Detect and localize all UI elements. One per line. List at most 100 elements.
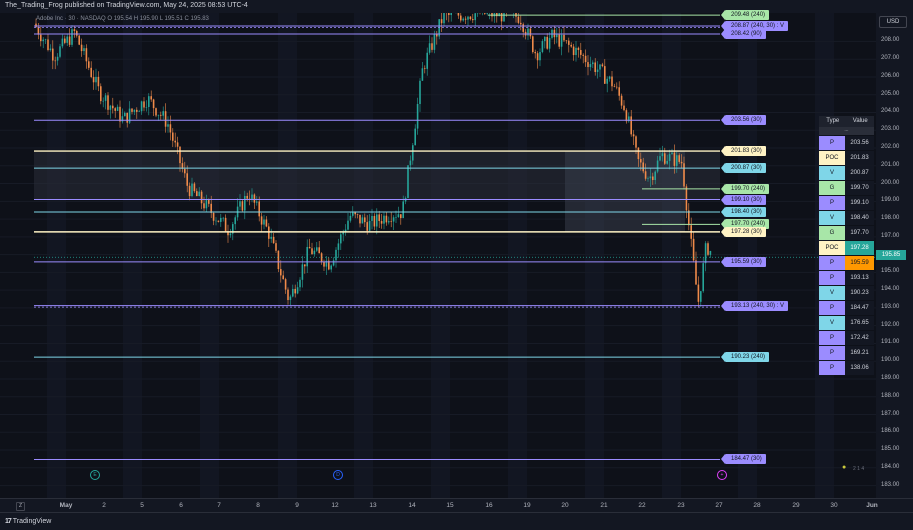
candle-body xyxy=(239,201,241,207)
level-table-row: P 169.21 xyxy=(819,346,874,360)
price-tick-label: 188.00 xyxy=(881,392,900,399)
level-tag[interactable]: 198.40 (30) xyxy=(721,206,766,217)
candle-body xyxy=(186,173,188,186)
candle-body xyxy=(678,155,680,162)
price-chart[interactable] xyxy=(0,13,876,498)
price-tick-label: 198.00 xyxy=(881,215,900,222)
price-tick-label: 193.00 xyxy=(881,303,900,310)
level-tag[interactable]: 197.70 (240) xyxy=(720,219,770,230)
candle-body xyxy=(707,243,709,255)
candle-body xyxy=(253,194,256,203)
candle-body xyxy=(340,234,342,244)
chart-pane[interactable]: 209.48 (240) 208.87 (240, 30) : V 208.42 (… xyxy=(0,10,876,498)
level-tag[interactable]: 200.87 (30) xyxy=(721,163,766,174)
candle-body xyxy=(155,108,157,116)
candle-body xyxy=(548,37,551,49)
candle-body xyxy=(222,217,224,219)
candle-body xyxy=(138,111,140,112)
level-tag[interactable]: 203.56 (30) xyxy=(721,115,766,126)
candle-body xyxy=(683,163,685,187)
candle-body xyxy=(464,18,467,20)
zoom-button[interactable]: Z xyxy=(16,502,25,511)
candle-body xyxy=(272,236,275,244)
candle-body xyxy=(308,246,311,249)
time-tick-label: 2 xyxy=(102,502,106,509)
candle-body xyxy=(42,39,44,42)
level-tag[interactable]: 199.10 (30) xyxy=(721,194,766,205)
candle-body xyxy=(172,132,174,141)
time-tick-label: 27 xyxy=(715,502,723,509)
level-tag[interactable]: 208.42 (90) xyxy=(721,28,766,39)
candle-body xyxy=(568,40,570,45)
level-tag[interactable]: 209.48 (240) xyxy=(720,10,770,21)
time-tick-label: 28 xyxy=(753,502,761,509)
dividend-icon[interactable]: D xyxy=(333,470,343,480)
candle-body xyxy=(354,212,356,215)
level-table-row: P 195.59 xyxy=(819,256,874,270)
candle-body xyxy=(196,191,198,197)
candle-body xyxy=(284,279,287,290)
candle-body xyxy=(356,214,359,215)
candle-body xyxy=(83,48,85,52)
session-band xyxy=(662,13,681,498)
candle-body xyxy=(368,220,371,231)
candle-body xyxy=(388,221,390,223)
candle-body xyxy=(244,195,246,211)
time-tick-label: 22 xyxy=(638,502,646,509)
level-table-row: P 138.06 xyxy=(819,361,874,375)
level-table-header: Type Value xyxy=(819,116,874,127)
currency-badge[interactable]: USD xyxy=(879,16,907,28)
candle-body xyxy=(191,183,193,197)
level-table-row: POC 197.28 xyxy=(819,241,874,255)
candle-body xyxy=(661,153,664,157)
session-band xyxy=(123,13,142,498)
candle-body xyxy=(580,50,582,55)
level-table-row: POC 201.83 xyxy=(819,151,874,165)
level-tag[interactable]: 193.13 (240, 30) : V xyxy=(720,300,789,311)
level-table-subheader: ... xyxy=(819,127,874,135)
level-tag[interactable]: 184.47 (30) xyxy=(721,454,766,465)
candle-body xyxy=(49,48,52,51)
candle-body xyxy=(632,134,635,137)
candle-body xyxy=(486,13,488,14)
level-tag[interactable]: 199.70 (240) xyxy=(720,183,770,194)
news-icon[interactable]: + xyxy=(717,470,727,480)
last-price-label: 195.85 xyxy=(876,250,906,260)
level-tag[interactable]: 201.83 (30) xyxy=(721,146,766,157)
candle-body xyxy=(599,64,601,70)
candle-body xyxy=(320,253,323,262)
candle-body xyxy=(440,19,443,24)
candle-body xyxy=(71,29,73,45)
level-tag[interactable]: 208.87 (240, 30) : V xyxy=(720,20,789,31)
candle-body xyxy=(560,34,563,47)
candle-body xyxy=(143,101,145,108)
candle-body xyxy=(421,68,424,81)
candle-body xyxy=(601,64,604,67)
candle-body xyxy=(654,171,656,181)
price-tick-label: 203.00 xyxy=(881,126,900,133)
candle-body xyxy=(522,24,524,32)
candle-body xyxy=(246,195,248,199)
candle-body xyxy=(544,36,546,42)
level-value-cell: 176.65 xyxy=(845,316,874,330)
price-tick-label: 197.00 xyxy=(881,232,900,239)
candle-body xyxy=(570,44,572,47)
candle-body xyxy=(47,39,49,51)
candle-body xyxy=(498,13,500,17)
level-tag[interactable]: 195.59 (30) xyxy=(721,256,766,267)
earnings-icon[interactable]: E xyxy=(90,470,100,480)
candle-body xyxy=(133,109,136,112)
time-axis[interactable]: May 2 5 6 7 8 9 12 13 14 15 16 19 20 21 22 23 27 28 29 30 Jun xyxy=(0,498,913,512)
footer-bar: 17 TradingView xyxy=(0,512,913,530)
level-table-row: P 203.56 xyxy=(819,136,874,150)
level-table-row: V 198.40 xyxy=(819,211,874,225)
candle-body xyxy=(256,201,258,203)
candle-body xyxy=(337,243,340,250)
candle-body xyxy=(114,108,116,111)
level-tag[interactable]: 197.28 (30) xyxy=(721,226,766,237)
candle-body xyxy=(90,67,92,78)
level-table-rows: P 203.56 POC 201.83 V 200.87 G 199.70 P 199.10 V 19… xyxy=(819,136,874,375)
candle-body xyxy=(145,107,148,108)
level-tag[interactable]: 190.23 (240) xyxy=(720,352,770,363)
session-band xyxy=(354,13,373,498)
